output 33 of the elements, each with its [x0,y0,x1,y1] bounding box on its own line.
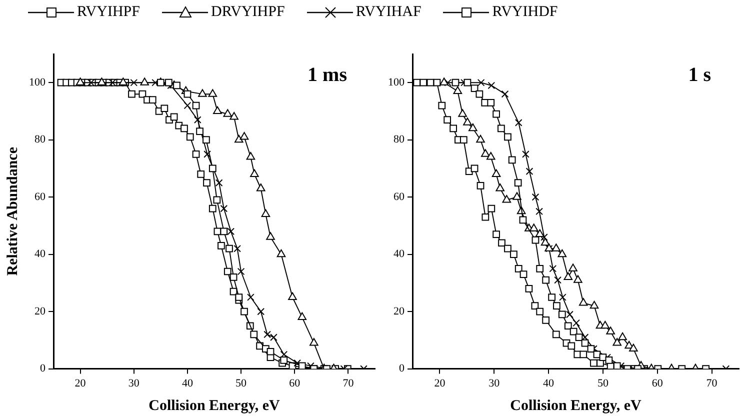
x-tick-label: 60 [289,377,301,390]
y-tick-label: 60 [34,190,46,203]
x-tick-label: 30 [128,377,140,390]
x-tick-label: 20 [74,377,86,390]
x-tick-label: 60 [652,377,664,390]
text: 1 ms [308,64,348,86]
text: 1 s [688,64,712,86]
x-tick-label: 70 [342,377,354,390]
y-tick-label: 20 [394,305,405,318]
x-tick-label: 50 [597,377,609,390]
x-tick-label: 50 [236,377,248,390]
y-axis-title: Relative Abundance [4,146,21,276]
legend-label: DRVYIHPF [210,4,285,20]
y-tick-label: 100 [29,76,46,89]
y-tick-label: 20 [34,305,46,318]
legend-label: RVYIHDF [492,4,558,20]
x-tick-label: 30 [488,377,500,390]
legend-label: RVYIHPF [77,4,140,20]
y-tick-label: 0 [40,362,46,375]
y-tick-label: 0 [399,362,405,375]
y-tick-label: 80 [394,134,405,146]
y-tick-label: 40 [34,248,46,260]
x-axis-title: Collision Energy, eV [510,398,642,414]
x-axis-title: Collision Energy, eV [148,398,280,414]
legend-label: RVYIHAF [356,4,422,20]
y-tick-label: 40 [394,248,405,260]
x-tick-label: 20 [434,377,446,390]
y-tick-label: 100 [388,76,405,89]
x-tick-label: 40 [182,377,194,390]
x-tick-label: 70 [706,377,718,390]
x-tick-label: 40 [543,377,555,390]
y-tick-label: 60 [394,190,405,203]
y-tick-label: 80 [34,134,46,146]
